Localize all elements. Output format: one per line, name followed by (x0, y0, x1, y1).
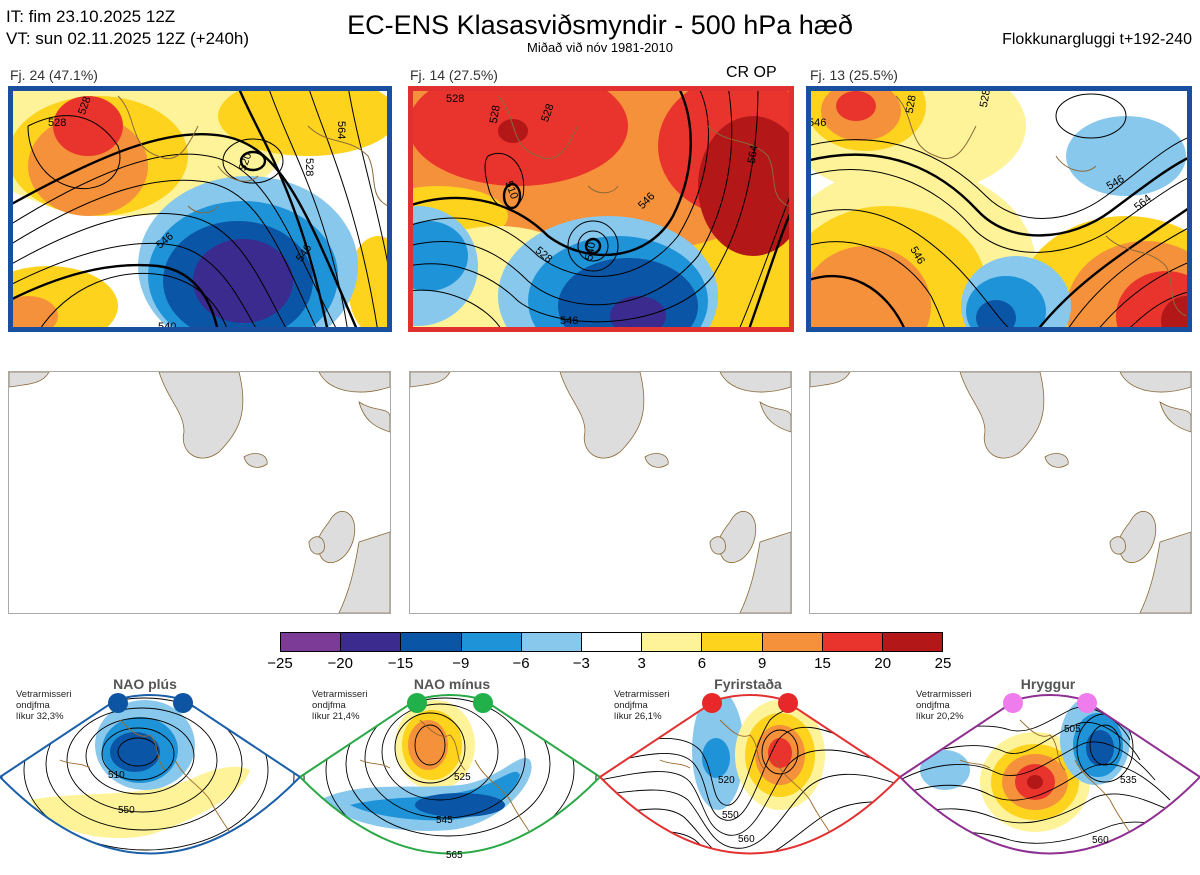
regime-2-info: Vetrarmisseri ondjfma líkur 21,4% (312, 689, 412, 722)
info-line: Vetrarmisseri (16, 689, 72, 700)
colorbar-tick-label: −20 (327, 655, 353, 672)
info-line: ondjfma (614, 700, 648, 711)
cluster-map-2: 528 528 528 510 546 528 540 564 546 (408, 86, 794, 332)
contour-label: 510 (108, 770, 125, 781)
panel-border (8, 86, 392, 332)
colorbar-segment (702, 633, 763, 651)
contour-label: 528 (978, 88, 993, 108)
contour-label: 546 (560, 315, 578, 327)
colorbar-segment (581, 633, 643, 651)
empty-map-3 (809, 371, 1192, 614)
contour-label: 528 (539, 102, 557, 123)
regime-3-info: Vetrarmisseri ondjfma líkur 26,1% (614, 689, 714, 722)
contour-label: 520 (237, 151, 255, 172)
contour-label: 528 (76, 95, 94, 116)
regime-1-info: Vetrarmisseri ondjfma líkur 32,3% (16, 689, 116, 722)
info-line: Vetrarmisseri (312, 689, 368, 700)
colorbar-segment (822, 633, 883, 651)
header-info: IT: fim 23.10.2025 12Z VT: sun 02.11.202… (6, 6, 249, 50)
info-line: ondjfma (16, 700, 50, 711)
contour-label: 564 (746, 144, 761, 164)
colorbar-segment (882, 633, 943, 651)
panel-1-label: Fj. 24 (47.1%) (10, 67, 98, 83)
colorbar-segment (341, 633, 402, 651)
contour-label: 545 (436, 815, 453, 826)
contour-label: 560 (738, 834, 755, 845)
cluster-window: Flokkunargluggi t+192-240 (1002, 31, 1192, 48)
contour-label: 535 (1120, 775, 1137, 786)
contour-label: 564 (335, 121, 347, 139)
colorbar-tick-label: −15 (387, 655, 414, 672)
colorbar (280, 632, 943, 652)
page-title: EC-ENS Klasasviðsmyndir - 500 hPa hæð (347, 10, 853, 40)
colorbar-segment (762, 633, 823, 651)
contour-label: 565 (446, 850, 463, 861)
regime-map-nao-plus: 510 550 (0, 690, 302, 870)
panel-2-tag: CR OP (726, 64, 777, 81)
contour-label: 528 (303, 158, 315, 176)
panel-border (806, 86, 1192, 332)
colorbar-tick-label: 6 (697, 655, 707, 672)
info-line: ondjfma (312, 700, 346, 711)
contour-label: 505 (1064, 724, 1081, 735)
colorbar-segment (401, 633, 462, 651)
cluster-map-1: 528 528 520 528 546 540 564 546 (8, 86, 392, 332)
page-subtitle: Miðað við nóv 1981-2010 (527, 40, 673, 55)
contour-label: 560 (1092, 835, 1109, 846)
regime-map-blocking: 520 550 560 (598, 690, 902, 870)
regime-map-ridge: 505 535 560 (898, 690, 1200, 870)
info-line: líkur 20,2% (916, 711, 964, 722)
colorbar-segment (461, 633, 522, 651)
contour-label: 520 (718, 775, 735, 786)
colorbar-tick-label: −6 (512, 655, 530, 672)
colorbar-tick-label: −3 (572, 655, 590, 672)
contour-label: 510 (502, 179, 520, 200)
info-line: líkur 26,1% (614, 711, 662, 722)
contour-label: 546 (808, 117, 826, 129)
contour-label: 540 (583, 241, 598, 261)
contour-label: 540 (158, 321, 176, 332)
colorbar-segment (281, 633, 342, 651)
cluster-map-3: 546 528 528 546 564 546 (806, 86, 1192, 332)
contour-label: 528 (48, 117, 66, 129)
colorbar-tick-label: 3 (637, 655, 646, 672)
regime-map-nao-minus: 525 545 565 (298, 690, 602, 870)
valid-time: VT: sun 02.11.2025 12Z (+240h) (6, 29, 250, 48)
contour-label: 528 (904, 94, 919, 114)
contour-label: 525 (454, 772, 471, 783)
colorbar-tick-label: 9 (758, 655, 767, 672)
regime-3-title: Fyrirstaða (714, 676, 782, 692)
colorbar-tick-label: 20 (874, 655, 892, 672)
colorbar-tick-label: −25 (267, 655, 293, 672)
colorbar-tick-label: −9 (452, 655, 470, 672)
init-time: IT: fim 23.10.2025 12Z (6, 7, 176, 26)
colorbar-labels: −25 −20 −15 −9 −6 −3 3 6 9 15 20 25 (267, 655, 951, 673)
regime-1-title: NAO plús (113, 676, 177, 692)
info-line: ondjfma (916, 700, 950, 711)
contour-label: 550 (722, 810, 739, 821)
panel-border (408, 86, 794, 332)
colorbar-segment (642, 633, 703, 651)
info-line: Vetrarmisseri (916, 689, 972, 700)
info-line: líkur 32,3% (16, 711, 64, 722)
info-line: líkur 21,4% (312, 711, 360, 722)
regime-4-title: Hryggur (1020, 676, 1076, 692)
regime-4-info: Vetrarmisseri ondjfma líkur 20,2% (916, 689, 1016, 722)
panel-3-label: Fj. 13 (25.5%) (810, 67, 898, 83)
contour-label: 550 (118, 805, 135, 816)
empty-map-2 (409, 371, 792, 614)
contour-label: 528 (446, 93, 464, 105)
info-line: Vetrarmisseri (614, 689, 670, 700)
panel-2-label: Fj. 14 (27.5%) (410, 67, 498, 83)
regime-2-title: NAO mínus (413, 676, 491, 692)
colorbar-segment (521, 633, 582, 651)
colorbar-tick-label: 25 (934, 655, 952, 672)
contour-label: 528 (488, 104, 503, 124)
empty-map-1 (8, 371, 391, 614)
colorbar-tick-label: 15 (814, 655, 831, 672)
